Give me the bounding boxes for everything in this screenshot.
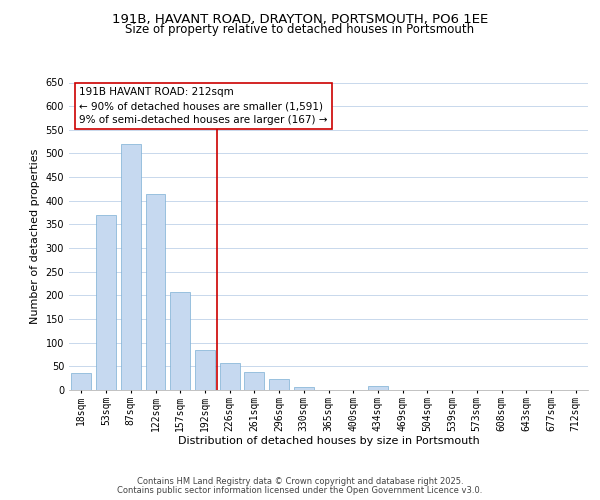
Text: 191B, HAVANT ROAD, DRAYTON, PORTSMOUTH, PO6 1EE: 191B, HAVANT ROAD, DRAYTON, PORTSMOUTH, … — [112, 12, 488, 26]
Bar — [170, 292, 190, 390]
Bar — [220, 363, 239, 390]
Text: Contains public sector information licensed under the Open Government Licence v3: Contains public sector information licen… — [118, 486, 482, 495]
Text: 191B HAVANT ROAD: 212sqm
← 90% of detached houses are smaller (1,591)
9% of semi: 191B HAVANT ROAD: 212sqm ← 90% of detach… — [79, 87, 328, 125]
Bar — [146, 194, 166, 390]
Bar — [368, 386, 388, 390]
Bar — [71, 374, 91, 390]
Text: Size of property relative to detached houses in Portsmouth: Size of property relative to detached ho… — [125, 22, 475, 36]
Bar — [121, 144, 140, 390]
Bar — [269, 379, 289, 390]
Text: Contains HM Land Registry data © Crown copyright and database right 2025.: Contains HM Land Registry data © Crown c… — [137, 477, 463, 486]
Y-axis label: Number of detached properties: Number of detached properties — [30, 148, 40, 324]
Bar — [195, 350, 215, 390]
Bar — [244, 372, 264, 390]
Bar — [294, 386, 314, 390]
X-axis label: Distribution of detached houses by size in Portsmouth: Distribution of detached houses by size … — [178, 436, 479, 446]
Bar — [96, 215, 116, 390]
